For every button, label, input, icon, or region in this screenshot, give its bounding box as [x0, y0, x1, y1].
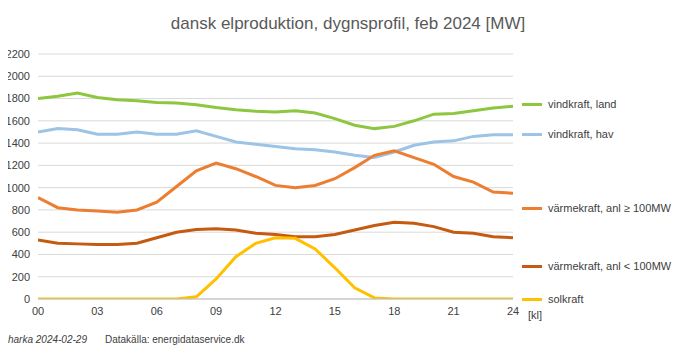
- html-text:vindkraft, land: vindkraft, land: [548, 98, 617, 110]
- svg-text:21: 21: [448, 305, 460, 317]
- svg-text:09: 09: [210, 305, 222, 317]
- svg-text:200: 200: [12, 271, 30, 283]
- html-text:harka 2024-02-29: harka 2024-02-29: [8, 334, 87, 345]
- svg-text:0: 0: [24, 293, 30, 305]
- svg-text:2000: 2000: [8, 70, 30, 82]
- svg-text:400: 400: [12, 248, 30, 260]
- html-text:värmekraft, anl < 100MW: värmekraft, anl < 100MW: [548, 260, 672, 272]
- svg-text:600: 600: [12, 226, 30, 238]
- svg-text:1800: 1800: [8, 92, 30, 104]
- svg-text:1000: 1000: [8, 182, 30, 194]
- html-text:solkraft: solkraft: [548, 293, 584, 305]
- svg-text:06: 06: [151, 305, 163, 317]
- svg-text:03: 03: [91, 305, 103, 317]
- svg-text:1200: 1200: [8, 159, 30, 171]
- svg-text:15: 15: [329, 305, 341, 317]
- svg-text:24: 24: [507, 305, 519, 317]
- html-text:vindkraft, hav: vindkraft, hav: [548, 128, 614, 140]
- svg-text:1600: 1600: [8, 115, 30, 127]
- svg-text:00: 00: [32, 305, 44, 317]
- html-text:dansk elproduktion, dygnsprofi: dansk elproduktion, dygnsprofil, feb 202…: [170, 14, 526, 33]
- html-text:[kl]: [kl]: [528, 309, 543, 321]
- svg-text:12: 12: [269, 305, 281, 317]
- svg-text:1400: 1400: [8, 137, 30, 149]
- svg-text:800: 800: [12, 204, 30, 216]
- html-text:värmekraft, anl ≥ 100MW: värmekraft, anl ≥ 100MW: [548, 202, 671, 214]
- svg-text:18: 18: [388, 305, 400, 317]
- svg-text:2200: 2200: [8, 48, 30, 60]
- html-text:Datakälla: energidataservice.d: Datakälla: energidataservice.dk: [105, 334, 245, 345]
